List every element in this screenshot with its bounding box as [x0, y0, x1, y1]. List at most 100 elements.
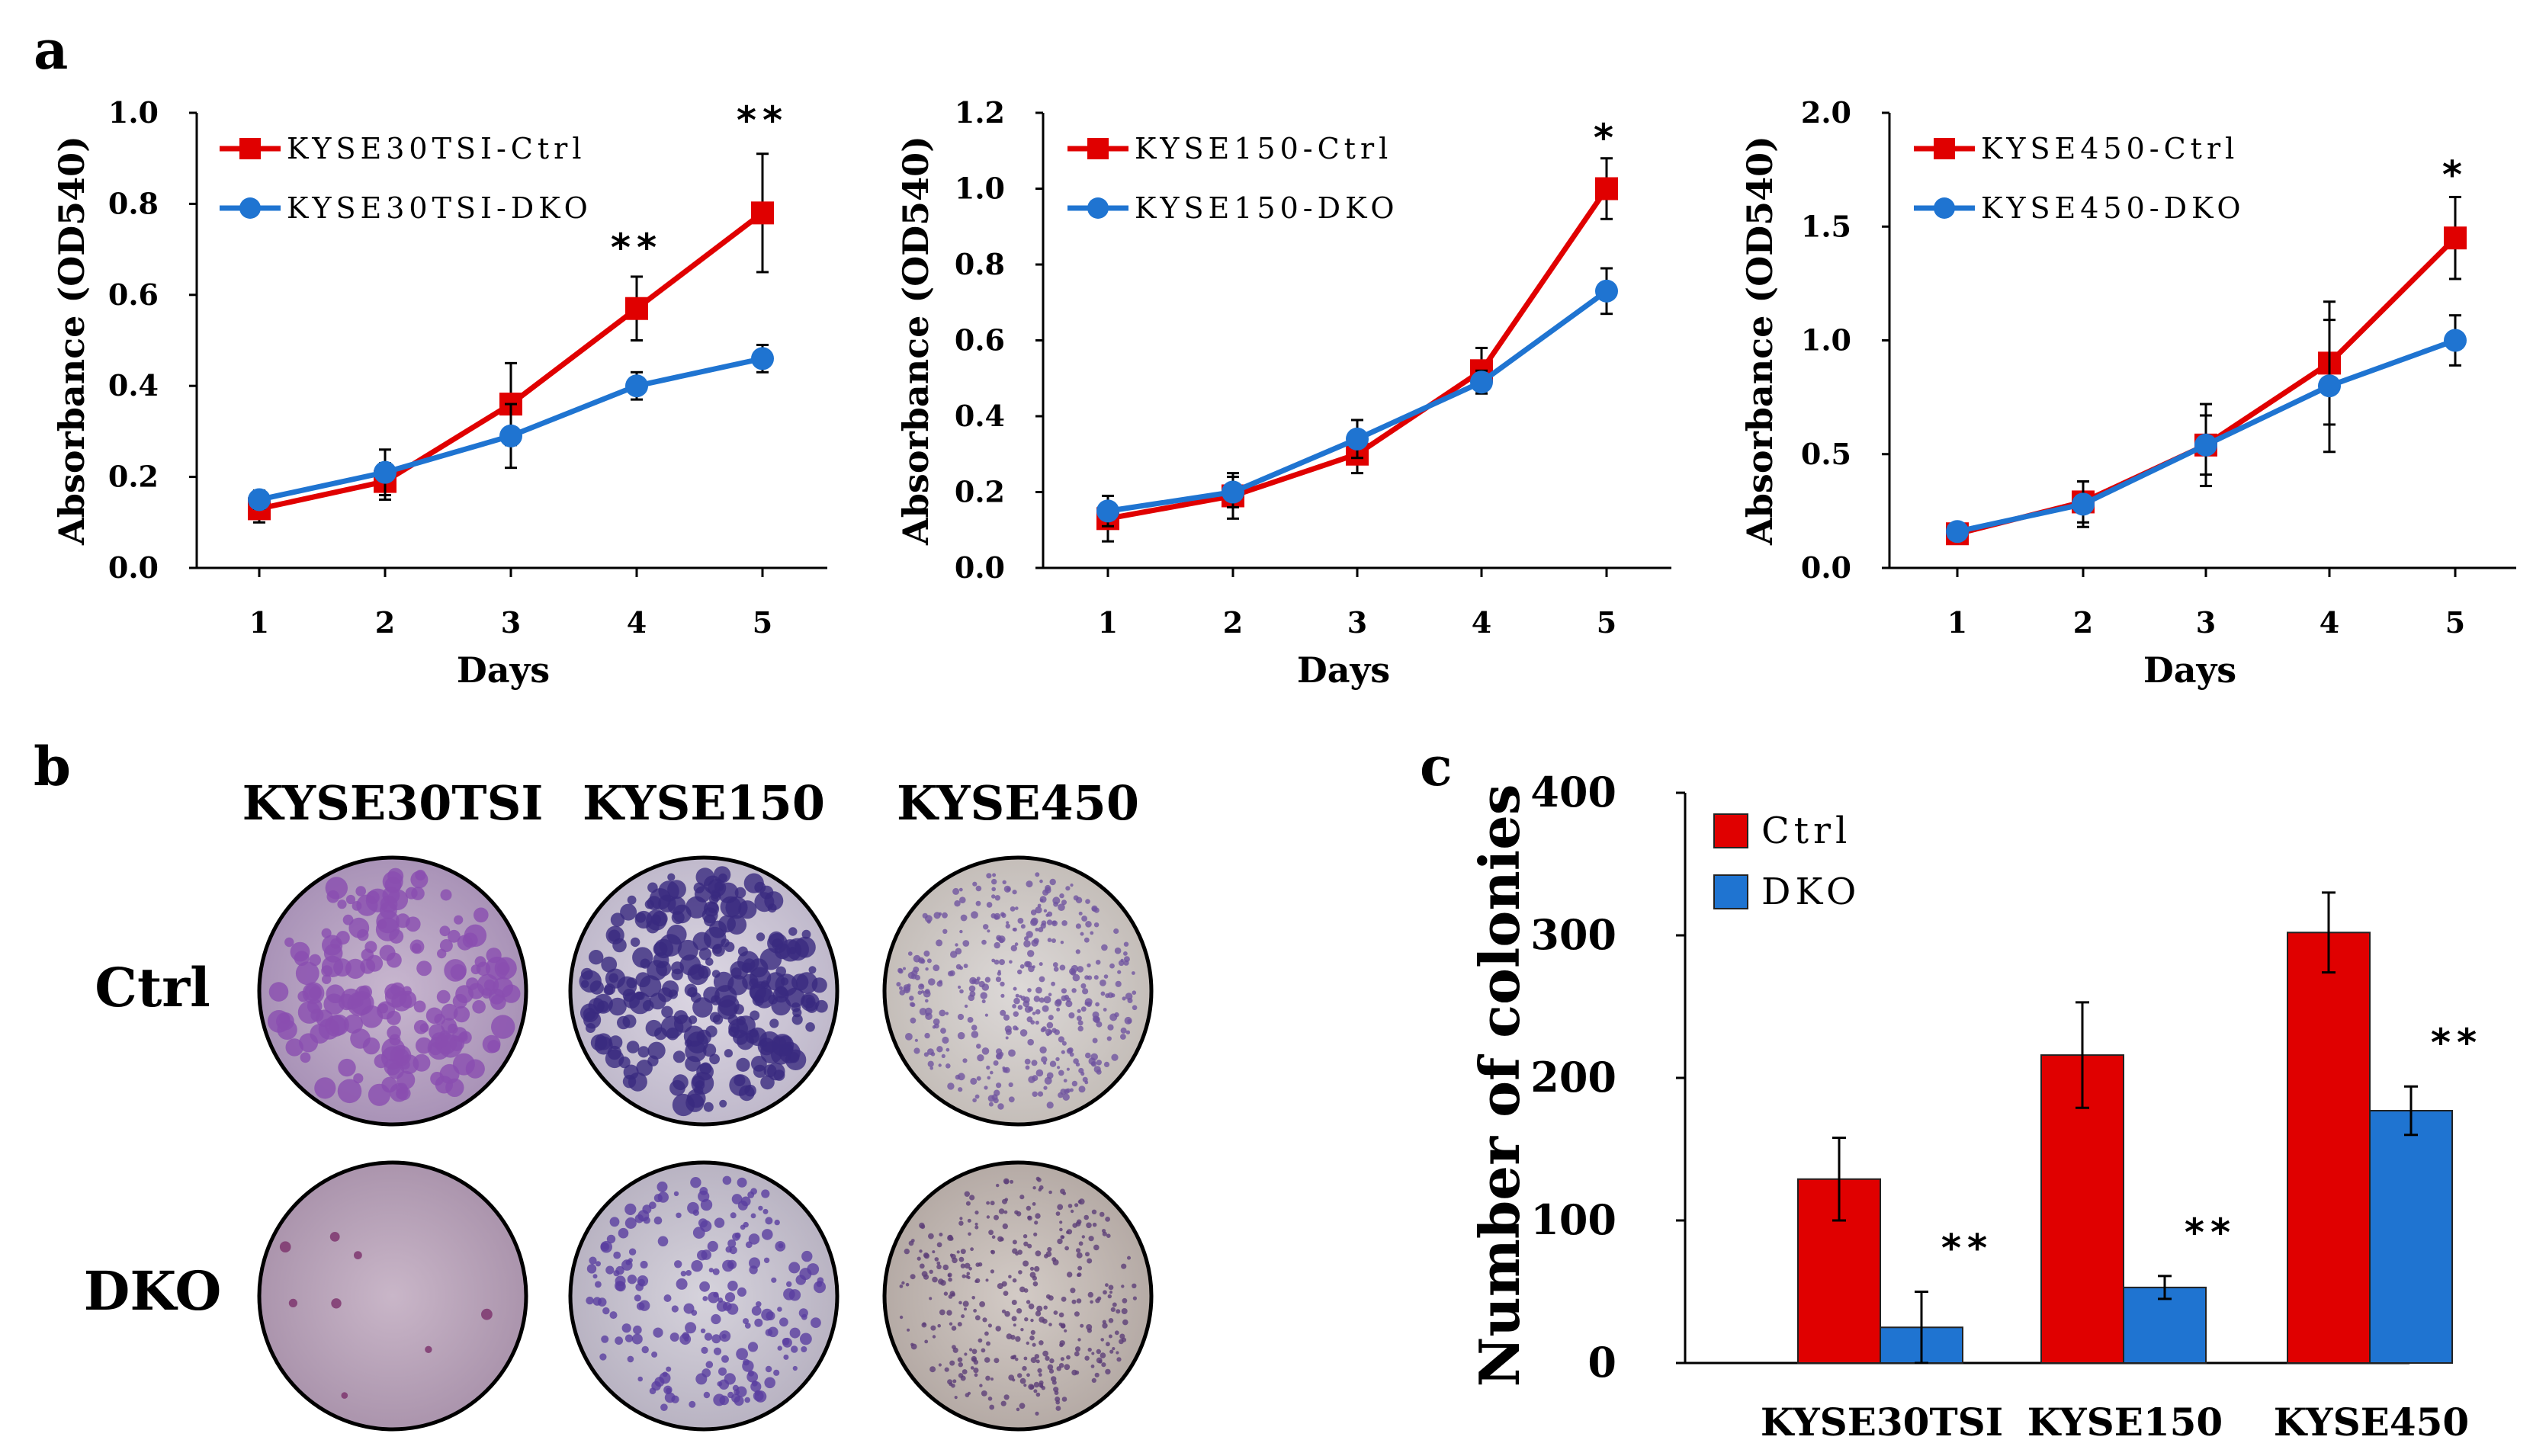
colony-dot — [736, 1348, 748, 1361]
colony-dot — [1016, 1407, 1020, 1412]
colony-dot — [1035, 1176, 1041, 1182]
colony-dot — [1096, 1060, 1103, 1066]
colony-dot — [919, 1249, 923, 1253]
colony-dot — [314, 1077, 336, 1099]
colony-dot — [1023, 1356, 1028, 1361]
colony-dot — [1003, 1291, 1009, 1296]
colony-dot — [1017, 1373, 1023, 1378]
colony-dot — [1049, 1358, 1055, 1364]
colony-dot — [991, 1235, 996, 1239]
colony-dot — [685, 1056, 701, 1072]
colony-dot — [963, 964, 968, 968]
colony-dot — [926, 958, 932, 964]
colony-dot — [1046, 1072, 1054, 1079]
colony-dot — [1059, 1220, 1063, 1224]
colony-dot — [1017, 1249, 1023, 1255]
colony-dot — [1066, 1067, 1070, 1071]
colony-dot — [976, 1076, 981, 1081]
colony-dot — [724, 941, 735, 952]
colony-dot — [933, 1018, 940, 1025]
colony-dot — [913, 1047, 920, 1054]
significance-marker: ** — [611, 226, 663, 270]
y-tick-label: 0.4 — [108, 368, 159, 402]
colony-dot — [1107, 1294, 1112, 1299]
colony-dot — [601, 956, 618, 973]
legend-swatch — [1713, 874, 1748, 909]
colony-dot — [970, 1366, 974, 1370]
colony-dot — [759, 948, 782, 970]
colony-dot — [727, 1281, 738, 1291]
colony-dot — [705, 957, 714, 966]
colony-dot — [956, 1250, 960, 1254]
colony-dot — [731, 1194, 743, 1204]
colony-dot — [984, 1357, 990, 1363]
colony-dot — [1132, 971, 1135, 975]
colony-dot — [972, 881, 978, 887]
colony-dot — [817, 1277, 824, 1284]
y-tick-label: 0.8 — [955, 247, 1005, 281]
colony-dot — [1059, 964, 1066, 971]
colony-dot — [1028, 1076, 1035, 1083]
y-tick-label: 0.0 — [955, 550, 1005, 585]
colony-dot — [1012, 890, 1017, 895]
data-point-circle — [1470, 370, 1493, 394]
colony-dot — [1092, 1037, 1098, 1044]
colony-dot — [1046, 919, 1053, 925]
colony-dot — [1012, 1240, 1017, 1245]
colony-dot — [1032, 1342, 1036, 1347]
colony-dot — [1076, 1298, 1082, 1304]
colony-dot — [1039, 976, 1045, 983]
colony-dot — [1032, 1012, 1036, 1015]
colony-dot — [1025, 1065, 1030, 1070]
colony-dot — [1023, 1384, 1027, 1387]
colony-dot — [631, 1333, 643, 1345]
colony-dot — [436, 989, 451, 1004]
colony-dot — [1024, 1058, 1031, 1065]
colony-dot — [801, 1346, 807, 1352]
colony-dot — [779, 1035, 792, 1049]
panel-label-c: c — [1420, 735, 1453, 798]
x-tick-label: 4 — [1472, 605, 1491, 640]
colony-dot — [1121, 1263, 1127, 1269]
colony-dot — [724, 1373, 736, 1385]
colony-dot — [1042, 1318, 1048, 1324]
colony-dot — [923, 950, 930, 957]
colony-dot — [1004, 1198, 1009, 1201]
colony-dot — [719, 1099, 727, 1108]
colony-dot — [1065, 1000, 1073, 1008]
colony-dot — [1087, 1291, 1094, 1298]
colony-dot — [637, 1376, 643, 1382]
plate-row-title: DKO — [84, 1259, 222, 1323]
colony-dot — [1064, 1364, 1071, 1371]
colony-dot — [996, 1082, 1002, 1089]
colony-dot — [601, 1335, 609, 1343]
colony-dot — [990, 1201, 995, 1206]
colony-dot — [700, 1198, 713, 1211]
colony-dot — [1039, 997, 1045, 1003]
colony-dot — [464, 924, 487, 948]
colony-dot — [984, 977, 991, 983]
colony-dot — [454, 915, 464, 925]
colony-dot — [1019, 964, 1025, 969]
colony-dot — [969, 1195, 975, 1201]
colony-dot — [969, 1348, 973, 1352]
colony-dot — [964, 1352, 968, 1356]
colony-dot — [703, 901, 720, 917]
colony-dot — [964, 1262, 971, 1269]
colony-dot — [968, 994, 975, 1002]
colony-dot — [697, 1249, 708, 1261]
colony-dot — [1029, 1266, 1035, 1271]
colony-dot — [724, 1049, 734, 1058]
colony-dot — [288, 1298, 297, 1307]
colony-dot — [1053, 901, 1058, 907]
colony-dot — [1101, 1362, 1106, 1368]
colony-dot — [1084, 1080, 1089, 1085]
colony-dot — [1112, 1302, 1117, 1307]
colony-dot — [691, 1260, 703, 1272]
colony-dot — [669, 1333, 679, 1342]
colony-dot — [1102, 1320, 1106, 1324]
colony-dot — [1085, 1052, 1091, 1059]
colony-dot — [976, 1044, 981, 1049]
colony-dot — [761, 1308, 773, 1321]
colony-dot — [708, 1291, 720, 1304]
